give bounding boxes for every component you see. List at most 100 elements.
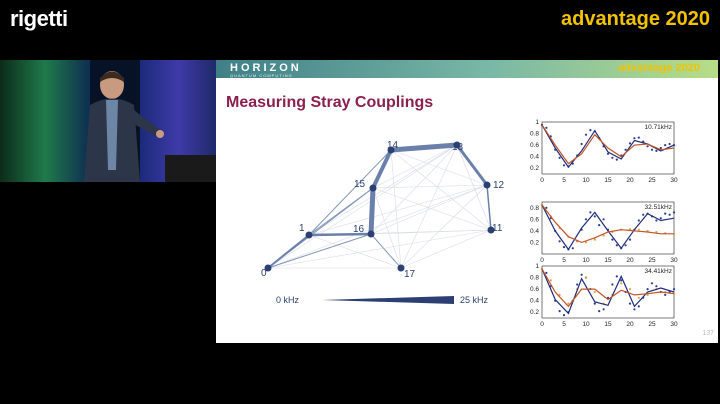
data-point — [584, 276, 588, 279]
data-point — [664, 212, 667, 215]
y-tick-label: 0.4 — [530, 154, 539, 161]
fit-line-3 — [541, 268, 675, 315]
plot-title: 10.71kHz — [645, 124, 672, 131]
slide-brand-logo: advantage 2020 — [618, 62, 700, 74]
node-label: 15 — [354, 179, 366, 190]
qubit-nodes — [264, 141, 495, 272]
node-label: 13 — [452, 142, 464, 153]
data-point — [655, 149, 658, 152]
y-tick-label: 0.8 — [530, 275, 539, 282]
fit-line-4 — [541, 204, 674, 244]
data-point — [598, 310, 601, 313]
data-point — [584, 133, 588, 136]
data-point — [620, 282, 623, 285]
data-point — [593, 238, 596, 241]
x-tick-label: 10 — [582, 321, 590, 328]
x-tick-label: 30 — [670, 321, 678, 328]
speaker — [84, 71, 164, 182]
speaker-video — [0, 60, 216, 182]
x-tick-label: 25 — [648, 257, 656, 264]
data-point — [628, 142, 632, 145]
y-tick-label: 0.8 — [530, 131, 539, 138]
x-tick-label: 5 — [562, 177, 566, 184]
data-point — [576, 283, 579, 286]
slide-title: Measuring Stray Couplings — [226, 94, 434, 111]
scale-wedge — [322, 296, 454, 304]
y-tick-label: 0.4 — [530, 298, 539, 305]
scale-max-label: 25 kHz — [460, 295, 489, 305]
x-tick-label: 15 — [604, 177, 612, 184]
y-tick-label: 0.2 — [530, 239, 539, 246]
data-point — [628, 288, 632, 291]
rigetti-logo: rigetti — [10, 6, 68, 31]
data-point — [642, 213, 645, 216]
data-point — [664, 293, 667, 296]
qubit-labels: 0 1 11 12 13 14 15 16 17 — [261, 140, 505, 280]
y-tick-label: 1 — [535, 263, 539, 270]
scale-min-label: 0 kHz — [276, 295, 300, 305]
presentation-slide: HORIZON QUANTUM COMPUTING advantage 2020… — [216, 60, 718, 343]
x-tick-label: 0 — [540, 177, 544, 184]
data-point — [589, 211, 592, 214]
data-point — [584, 241, 588, 244]
x-tick-label: 10 — [582, 257, 590, 264]
data-point — [545, 126, 548, 129]
node-16 — [367, 230, 375, 238]
data-point — [624, 244, 627, 247]
data-point — [668, 213, 671, 216]
data-point — [637, 219, 640, 222]
data-point — [650, 148, 654, 151]
node-label: 1 — [299, 223, 305, 234]
plot-2: 0 5 10 15 20 25 30 0.2 0.4 0.6 0.8 32.51kHz — [530, 201, 678, 264]
data-point — [589, 129, 592, 132]
y-tick-label: 0.4 — [530, 228, 539, 235]
podium — [165, 155, 216, 182]
data-point — [615, 158, 618, 161]
x-tick-label: 25 — [648, 177, 656, 184]
data-point — [672, 211, 676, 214]
node-label: 16 — [353, 224, 365, 235]
x-tick-label: 30 — [670, 257, 678, 264]
y-tick-label: 0.2 — [530, 165, 539, 172]
data-point — [646, 145, 649, 148]
x-tick-label: 20 — [626, 321, 634, 328]
data-point — [562, 164, 566, 167]
x-tick-label: 15 — [604, 321, 612, 328]
fit-line-3 — [541, 204, 675, 251]
node-label: 11 — [492, 223, 503, 234]
node-label: 12 — [493, 180, 505, 191]
node-14 — [387, 146, 395, 154]
node-17 — [397, 264, 405, 272]
data-point — [558, 310, 561, 313]
y-tick-label: 0.6 — [530, 286, 539, 293]
data-point — [637, 228, 640, 231]
data-point — [611, 283, 614, 286]
data-point — [637, 305, 640, 308]
data-point — [606, 152, 610, 155]
data-point — [611, 238, 614, 241]
horizon-tagline: QUANTUM COMPUTING — [230, 73, 293, 78]
data-point — [637, 136, 640, 139]
data-point — [659, 217, 662, 220]
data-point — [611, 156, 614, 159]
data-point — [655, 219, 658, 222]
data-point — [615, 275, 618, 278]
data-point — [646, 288, 649, 291]
data-point — [650, 282, 654, 285]
data-point — [562, 314, 566, 317]
slide-header: HORIZON QUANTUM COMPUTING advantage 2020 — [216, 60, 718, 78]
x-tick-label: 10 — [582, 177, 590, 184]
x-tick-label: 25 — [648, 321, 656, 328]
slide-number: 137 — [702, 330, 714, 337]
data-point — [628, 228, 632, 231]
plot-1: 0 5 10 15 20 25 30 0.2 0.4 0.6 0.8 1 10.71kHz — [530, 119, 678, 184]
x-tick-label: 15 — [604, 257, 612, 264]
node-12 — [483, 181, 491, 189]
data-point — [580, 273, 583, 276]
x-tick-label: 0 — [540, 257, 544, 264]
y-tick-label: 0.6 — [530, 216, 539, 223]
data-point — [593, 290, 596, 294]
node-15 — [369, 184, 377, 192]
fit-line-4 — [541, 268, 675, 308]
